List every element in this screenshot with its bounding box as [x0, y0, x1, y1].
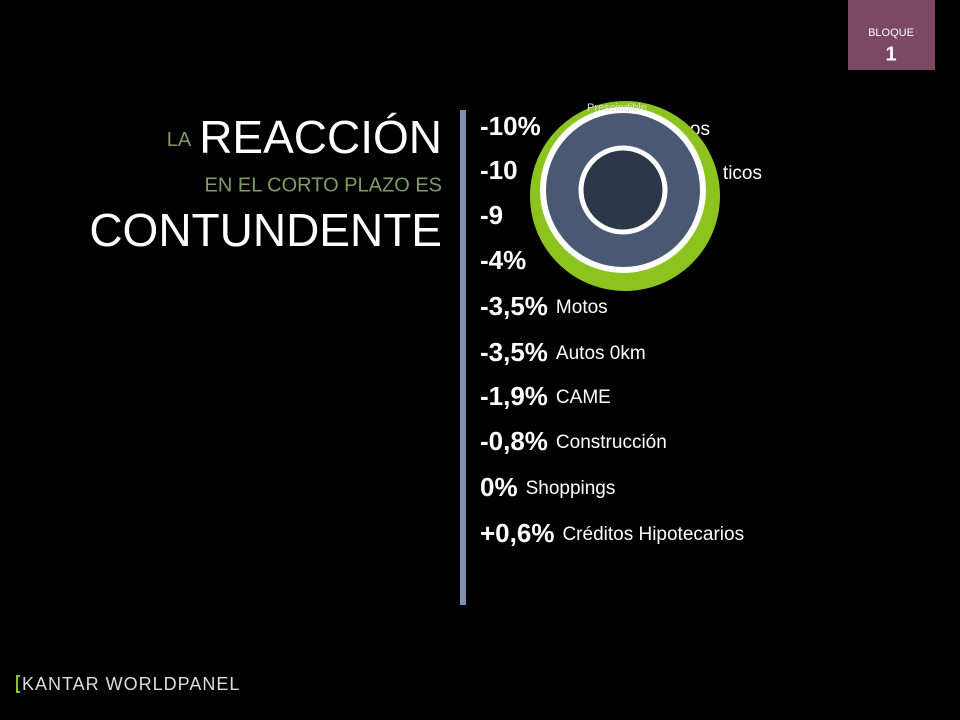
list-item: -10	[480, 155, 518, 185]
item-value: 0%	[480, 472, 518, 502]
item-value: -3,5%	[480, 337, 548, 367]
item-label: Shoppings	[526, 478, 616, 499]
item-value: -1,9%	[480, 381, 548, 411]
logo: KANTAR WORLDPANEL	[22, 674, 240, 694]
item-label: Construcción	[556, 432, 667, 453]
item-value: -9	[480, 200, 503, 230]
title-line3: CONTUNDENTE	[89, 204, 442, 256]
list-item: -10%	[480, 111, 541, 141]
list: -10% os-10 ticos-9-4%-3,5% Motos-3,5% Autos …	[480, 111, 762, 548]
circle-label: Prescindible	[587, 102, 647, 114]
divider	[460, 110, 466, 605]
badge-label: BLOQUE	[868, 27, 914, 39]
logo-bracket	[16, 675, 20, 693]
circle-icon	[530, 101, 720, 291]
badge-number: 1	[885, 43, 896, 65]
inner-circle	[578, 145, 668, 235]
item-label: ticos	[723, 163, 762, 184]
item-label: Créditos Hipotecarios	[562, 524, 744, 545]
list-item: -3,5% Motos	[480, 291, 608, 321]
list-item: -0,8% Construcción	[480, 426, 667, 456]
item-value: -3,5%	[480, 291, 548, 321]
badge	[848, 0, 935, 70]
item-label: Autos 0km	[556, 343, 646, 364]
list-item: +0,6% Créditos Hipotecarios	[480, 518, 744, 548]
list-item: -4%	[480, 245, 526, 275]
title-main: REACCIÓN	[199, 111, 442, 163]
item-value: +0,6%	[480, 518, 554, 548]
title-line1: LA REACCIÓN	[167, 111, 442, 163]
item-value: -0,8%	[480, 426, 548, 456]
item-value: -10	[480, 155, 518, 185]
list-item: 0% Shoppings	[480, 472, 615, 502]
title-prefix: LA	[167, 129, 192, 151]
list-item: -9	[480, 200, 503, 230]
list-item: -3,5% Autos 0km	[480, 337, 646, 367]
item-label: CAME	[556, 387, 611, 408]
item-value: -10%	[480, 111, 541, 141]
list-item: -1,9% CAME	[480, 381, 611, 411]
item-value: -4%	[480, 245, 526, 275]
item-label: Motos	[556, 297, 608, 318]
title-line2: EN EL CORTO PLAZO ES	[205, 174, 442, 196]
